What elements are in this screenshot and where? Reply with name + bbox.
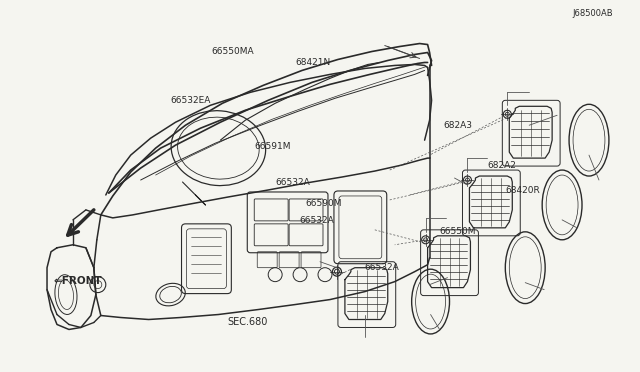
Text: 66591M: 66591M — [254, 142, 291, 151]
Text: 66532EA: 66532EA — [171, 96, 211, 105]
Text: SEC.680: SEC.680 — [228, 317, 268, 327]
Text: 68421N: 68421N — [296, 58, 331, 67]
Text: 66550M: 66550M — [440, 227, 476, 236]
Text: 66532A: 66532A — [300, 216, 334, 225]
Text: J68500AB: J68500AB — [573, 9, 613, 18]
Text: 66532A: 66532A — [365, 263, 399, 272]
Text: 66590M: 66590M — [305, 199, 342, 208]
Text: 682A2: 682A2 — [488, 161, 516, 170]
Text: 66550MA: 66550MA — [212, 47, 254, 56]
Text: ⇐FRONT: ⇐FRONT — [54, 276, 102, 285]
Text: 682A3: 682A3 — [443, 122, 472, 131]
Text: 66532A: 66532A — [275, 178, 310, 187]
Text: 68420R: 68420R — [505, 186, 540, 195]
